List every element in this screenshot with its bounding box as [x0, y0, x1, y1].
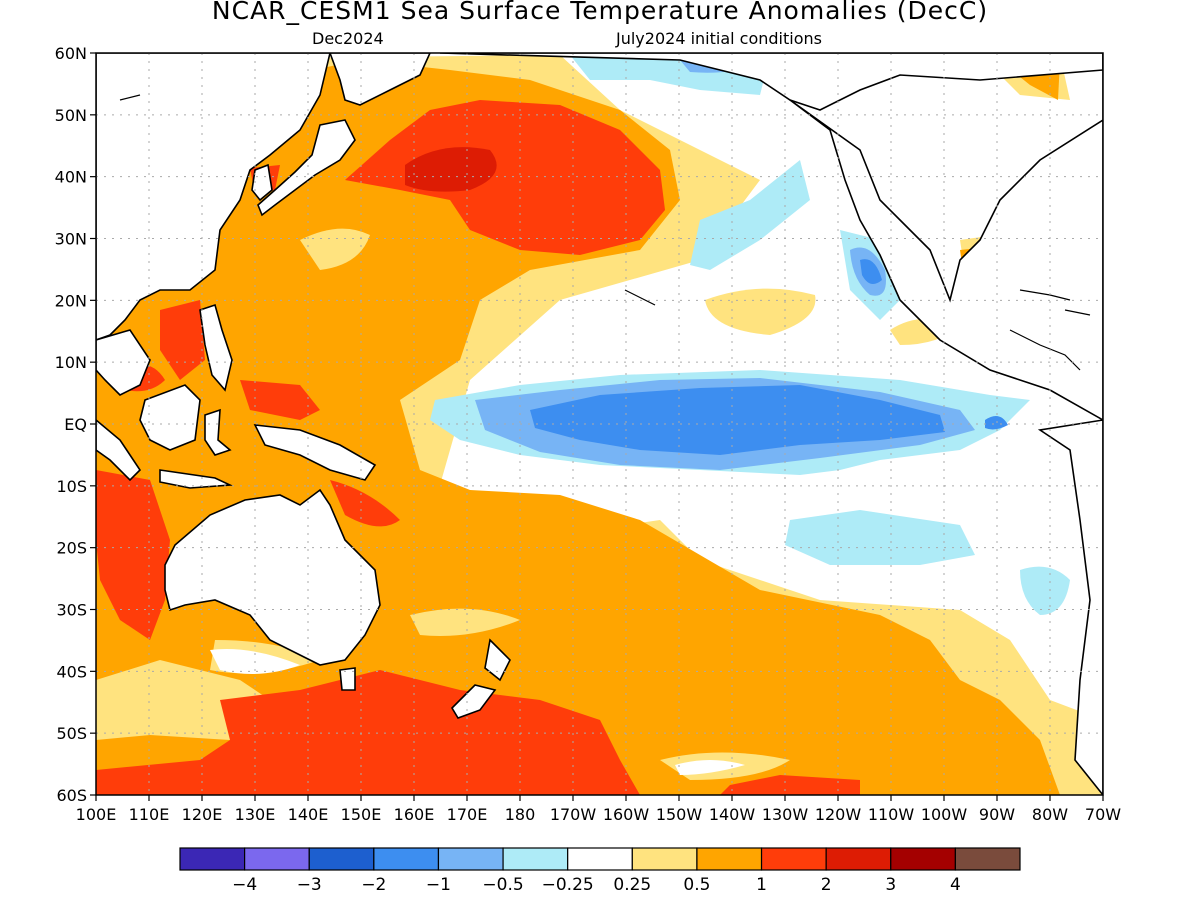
- colorbar-swatch: [890, 847, 956, 871]
- lat-tick-label: 20N: [55, 291, 87, 310]
- lon-tick-label: 90W: [979, 805, 1015, 824]
- longitude-axis: 100E 110E 120E 130E 140E 150E 160E 170E 180 170W 1…: [76, 805, 1122, 824]
- lon-tick-label: 80W: [1032, 805, 1068, 824]
- lat-tick-label: 10N: [55, 353, 87, 372]
- colorbar-swatch: [308, 847, 375, 871]
- lon-tick-label: 160E: [394, 805, 435, 824]
- colorbar-swatch: [696, 847, 763, 871]
- lon-tick-label: 140E: [288, 805, 329, 824]
- colorbar-swatch: [373, 847, 440, 871]
- lon-tick-label: 170E: [447, 805, 488, 824]
- colorbar: [179, 847, 1021, 871]
- lon-tick-label: 140W: [709, 805, 756, 824]
- colorbar-label: −2: [361, 875, 386, 895]
- colorbar-label: −4: [232, 875, 257, 895]
- colorbar-label: −0.25: [542, 875, 594, 895]
- lon-tick-label: 130W: [762, 805, 809, 824]
- anomaly-field: [96, 53, 1103, 795]
- colorbar-swatch: [825, 847, 892, 871]
- lon-tick-label: 110E: [129, 805, 170, 824]
- lat-tick-label: 30S: [56, 601, 87, 620]
- lat-tick-label: 40S: [56, 662, 87, 681]
- initial-conditions: July2024 initial conditions: [616, 29, 822, 48]
- lon-tick-label: 150E: [341, 805, 382, 824]
- lon-tick-label: 70W: [1085, 805, 1121, 824]
- lon-tick-label: 130E: [235, 805, 276, 824]
- colorbar-swatch: [437, 847, 504, 871]
- colorbar-label: 4: [950, 875, 961, 895]
- colorbar-labels: −4 −3 −2 −1 −0.5 −0.25 0.25 0.5 1 2 3 4: [232, 875, 961, 895]
- colorbar-label: −3: [297, 875, 322, 895]
- lon-tick-label: 180: [505, 805, 536, 824]
- lat-tick-label: 60S: [56, 786, 87, 805]
- colorbar-swatch: [631, 847, 698, 871]
- tick-marks: [90, 52, 1104, 801]
- colorbar-label: 3: [885, 875, 896, 895]
- colorbar-label: 2: [821, 875, 832, 895]
- colorbar-label: 1: [756, 875, 767, 895]
- colorbar-swatch: [502, 847, 569, 871]
- colorbar-label: −1: [426, 875, 451, 895]
- lat-tick-label: 40N: [55, 168, 87, 187]
- lon-tick-label: 100W: [921, 805, 968, 824]
- colorbar-swatch: [244, 847, 310, 871]
- map-title: NCAR_CESM1 Sea Surface Temperature Anoma…: [211, 0, 989, 25]
- colorbar-swatch: [179, 847, 246, 871]
- colorbar-swatch: [954, 847, 1021, 871]
- lon-tick-label: 150W: [656, 805, 703, 824]
- lat-tick-label: 50N: [55, 106, 87, 125]
- lon-tick-label: 100E: [76, 805, 117, 824]
- lon-tick-label: 120W: [815, 805, 862, 824]
- lon-tick-label: 110W: [868, 805, 915, 824]
- latitude-axis: 60N 50N 40N 30N 20N 10N EQ 10S 20S 30S 40S 50S 60S: [55, 44, 87, 805]
- colorbar-swatch: [760, 847, 827, 871]
- lat-tick-label: 10S: [56, 477, 87, 496]
- lat-tick-label: 30N: [55, 230, 87, 249]
- lat-tick-label: 20S: [56, 539, 87, 558]
- lon-tick-label: 170W: [550, 805, 597, 824]
- forecast-month: Dec2024: [312, 29, 384, 48]
- lon-tick-label: 160W: [603, 805, 650, 824]
- coastlines: [96, 53, 1103, 795]
- colorbar-label: 0.5: [683, 875, 710, 895]
- colorbar-swatch: [567, 847, 633, 871]
- lat-tick-label: EQ: [64, 415, 87, 434]
- lat-tick-label: 60N: [55, 44, 87, 63]
- colorbar-label: 0.25: [613, 875, 651, 895]
- lat-tick-label: 50S: [56, 724, 87, 743]
- colorbar-label: −0.5: [482, 875, 523, 895]
- lon-tick-label: 120E: [182, 805, 223, 824]
